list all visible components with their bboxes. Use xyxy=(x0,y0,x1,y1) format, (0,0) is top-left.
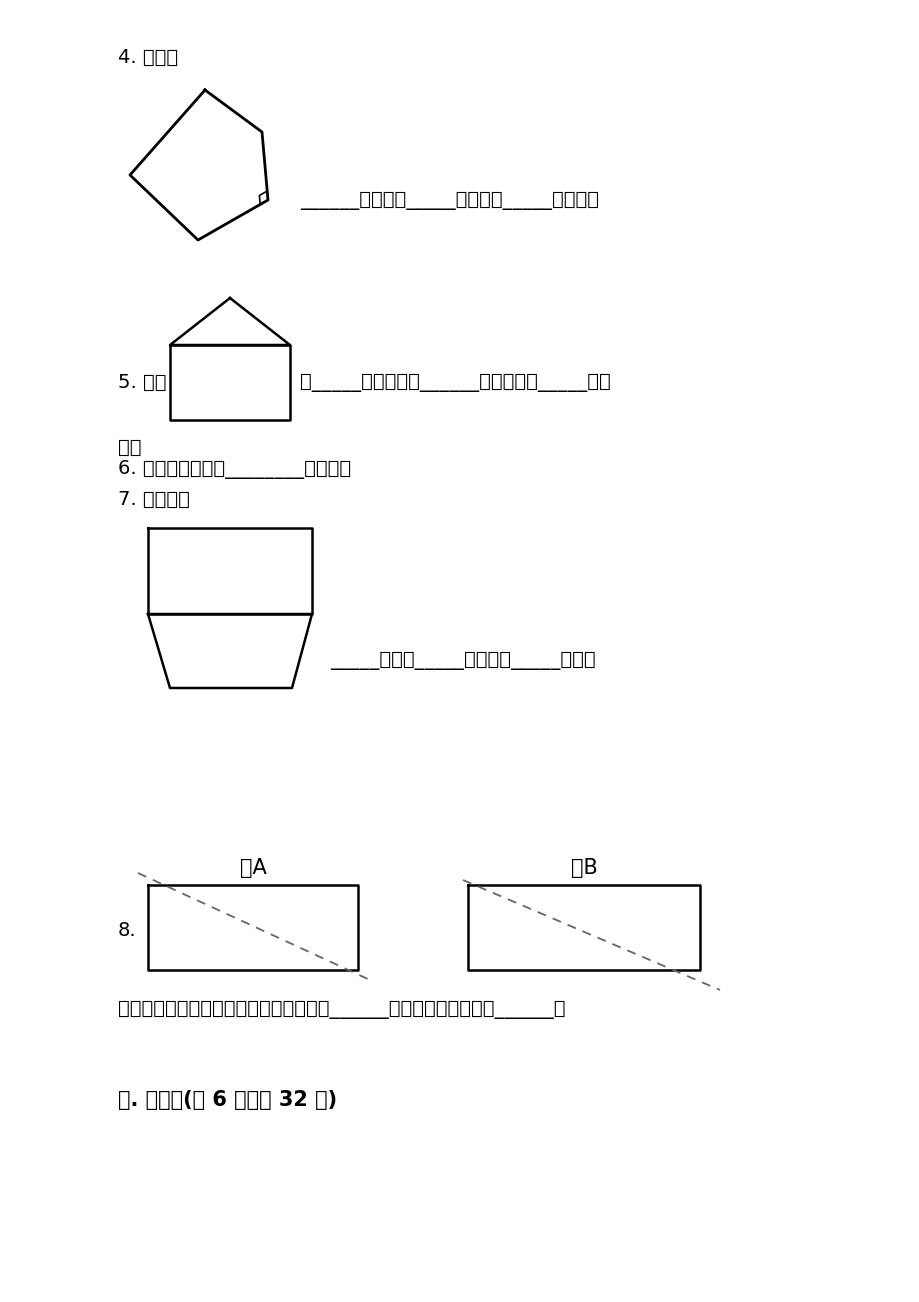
Text: 把长方形沿虚线剪开。剩下一个直角的是______，剩下三个直角的是______。: 把长方形沿虚线剪开。剩下一个直角的是______，剩下三个直角的是______。 xyxy=(118,1000,565,1019)
Text: 8.: 8. xyxy=(118,921,137,940)
Text: 5. 图中: 5. 图中 xyxy=(118,372,166,392)
Text: 有_____个直角，有______个锐角，有_____个钝: 有_____个直角，有______个锐角，有_____个钝 xyxy=(300,372,610,392)
Text: 四. 解答题(共 6 题，共 32 分): 四. 解答题(共 6 题，共 32 分) xyxy=(118,1090,336,1111)
Text: 图B: 图B xyxy=(570,858,596,878)
Text: 7. 数一数。: 7. 数一数。 xyxy=(118,490,189,509)
Text: _____锐角，_____个直角，_____钝角。: _____锐角，_____个直角，_____钝角。 xyxy=(330,651,595,669)
Text: 4. 填空。: 4. 填空。 xyxy=(118,48,178,66)
Text: 6. 两个长方形里有________个直角。: 6. 两个长方形里有________个直角。 xyxy=(118,460,351,479)
Text: 图A: 图A xyxy=(239,858,267,878)
Text: 角。: 角。 xyxy=(118,437,142,457)
Text: ______个锐角，_____个直角，_____个钝角。: ______个锐角，_____个直角，_____个钝角。 xyxy=(300,190,598,210)
